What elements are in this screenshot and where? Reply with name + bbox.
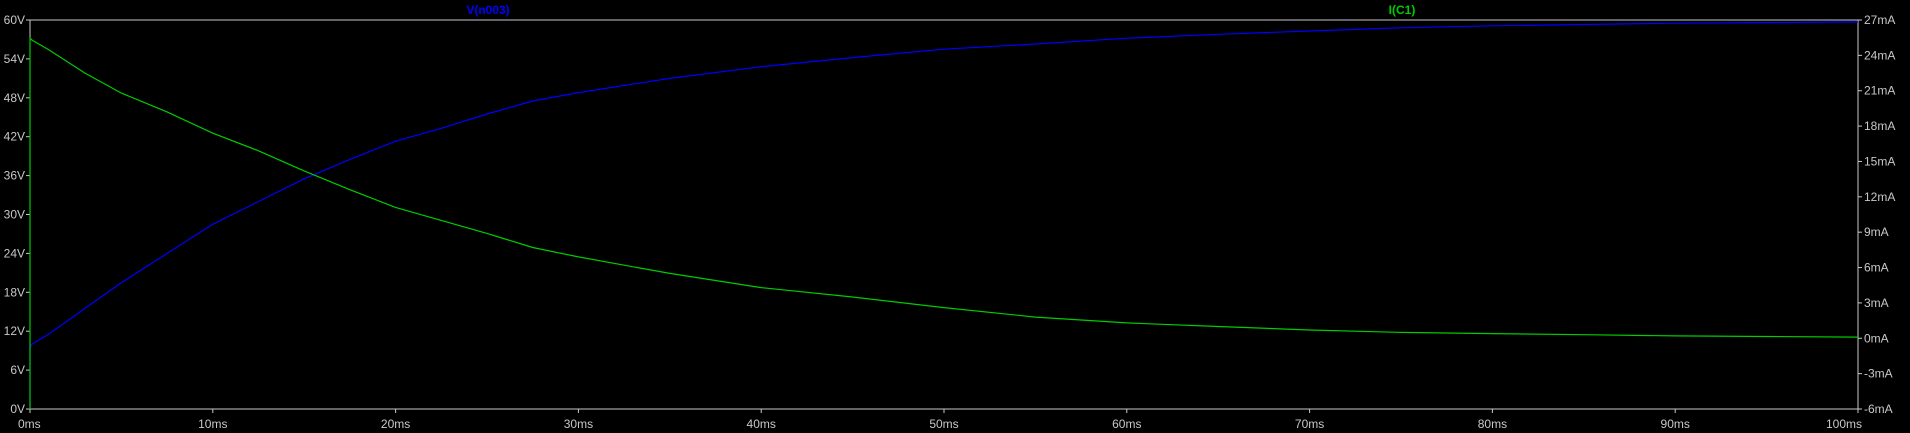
y-right-tick-label: 21mA	[1864, 84, 1895, 98]
y-left-tick-label: 18V	[4, 285, 25, 299]
y-left-tick-label: 0V	[10, 402, 25, 416]
x-tick-label: 20ms	[381, 417, 410, 431]
y-left-tick-label: 24V	[4, 246, 25, 260]
y-right-tick-label: 27mA	[1864, 13, 1895, 27]
plot-frame	[29, 19, 1859, 410]
y-right-tick-label: 15mA	[1864, 154, 1895, 168]
y-right-tick-label: 18mA	[1864, 119, 1895, 133]
x-tick-label: 40ms	[747, 417, 776, 431]
y-left-tick-label: 6V	[10, 363, 25, 377]
y-left-tick-label: 54V	[4, 52, 25, 66]
y-right-tick-label: 0mA	[1864, 331, 1889, 345]
y-right-tick-label: 3mA	[1864, 296, 1889, 310]
x-tick-label: 60ms	[1112, 417, 1141, 431]
x-tick-label: 80ms	[1478, 417, 1507, 431]
series-trace-vn003	[29, 21, 1859, 409]
x-tick-label: 70ms	[1295, 417, 1324, 431]
x-tick-label: 50ms	[929, 417, 958, 431]
y-left-tick-label: 48V	[4, 91, 25, 105]
y-right-tick-label: -6mA	[1864, 402, 1893, 416]
y-right-tick-label: 9mA	[1864, 225, 1889, 239]
y-left-tick-label: 42V	[4, 130, 25, 144]
series-title: V(n003)	[466, 3, 509, 17]
y-right-tick-label: 12mA	[1864, 190, 1895, 204]
series-trace-ic1	[29, 37, 1859, 409]
y-right-tick-label: 6mA	[1864, 261, 1889, 275]
x-tick-label: 0ms	[18, 417, 41, 431]
y-right-tick-label: 24mA	[1864, 48, 1895, 62]
y-left-tick-label: 36V	[4, 169, 25, 183]
x-tick-label: 90ms	[1661, 417, 1690, 431]
y-right-tick-label: -3mA	[1864, 367, 1893, 381]
series-title: I(C1)	[1389, 3, 1416, 17]
y-left-tick-label: 12V	[4, 324, 25, 338]
x-tick-label: 30ms	[564, 417, 593, 431]
x-tick-label: 10ms	[198, 417, 227, 431]
y-left-tick-label: 60V	[4, 13, 25, 27]
x-tick-label: 100ms	[1826, 417, 1862, 431]
y-left-tick-label: 30V	[4, 208, 25, 222]
